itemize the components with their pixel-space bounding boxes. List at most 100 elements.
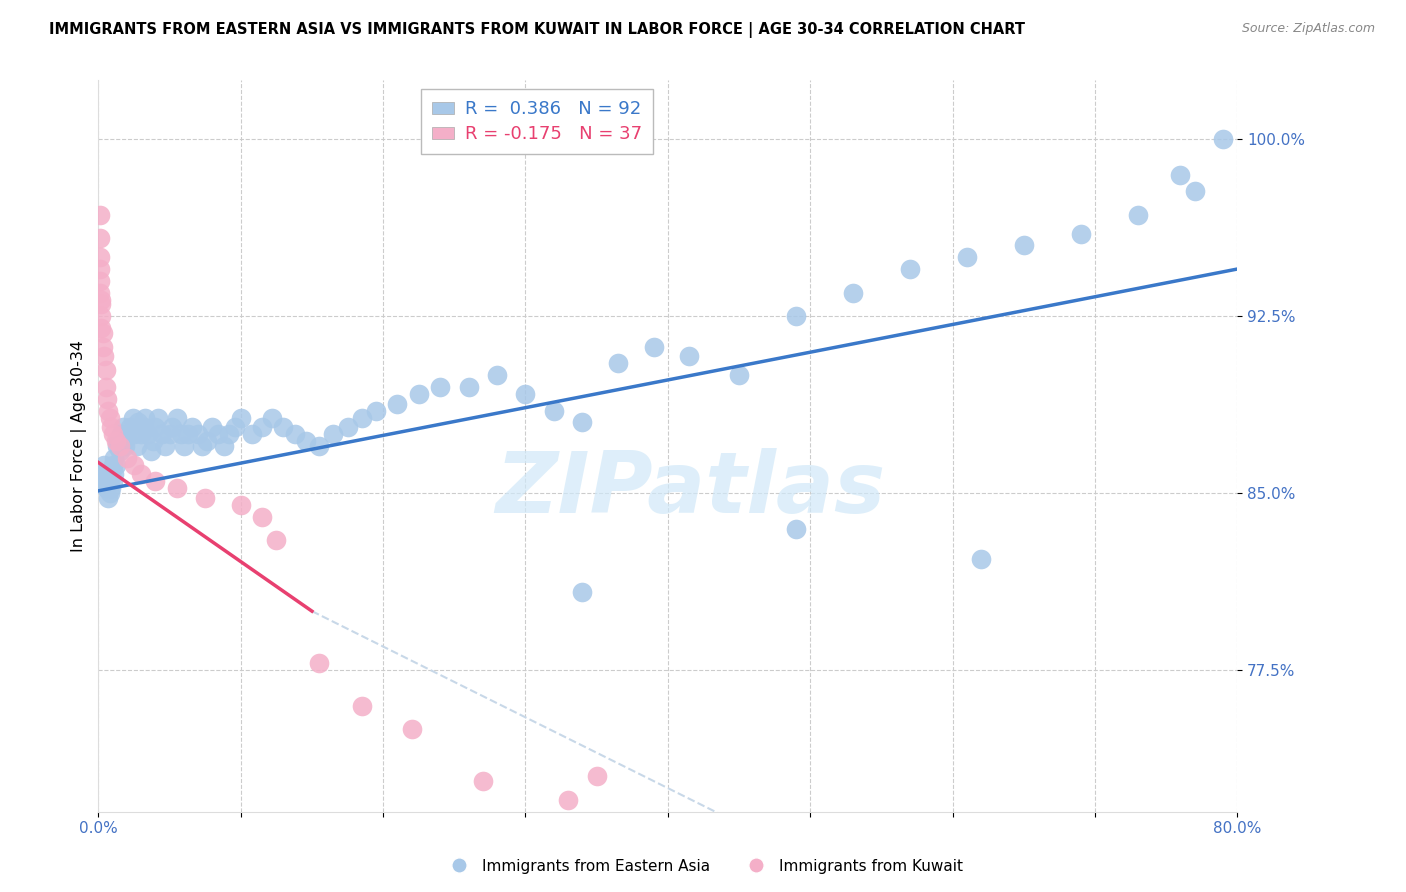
Point xyxy=(152,427,174,442)
Point xyxy=(1212,132,1234,146)
Point xyxy=(177,427,200,442)
Point xyxy=(191,439,214,453)
Point xyxy=(100,467,122,482)
Point xyxy=(350,410,373,425)
Point xyxy=(170,427,193,442)
Point xyxy=(557,793,579,807)
Point xyxy=(250,420,273,434)
Point xyxy=(100,482,122,496)
Point xyxy=(201,420,224,434)
Point xyxy=(96,392,118,406)
Point xyxy=(218,427,240,442)
Point xyxy=(97,403,120,417)
Point xyxy=(1184,184,1206,198)
Point xyxy=(105,439,128,453)
Point xyxy=(89,208,111,222)
Point xyxy=(785,522,807,536)
Point xyxy=(141,434,163,449)
Point xyxy=(308,656,330,670)
Point xyxy=(187,427,209,442)
Point xyxy=(110,427,132,442)
Point xyxy=(94,482,117,496)
Point xyxy=(284,427,307,442)
Point xyxy=(139,443,162,458)
Point xyxy=(295,434,318,449)
Point xyxy=(322,427,344,442)
Point xyxy=(90,321,112,335)
Point xyxy=(89,475,111,489)
Point xyxy=(97,475,120,489)
Point xyxy=(224,420,246,434)
Point xyxy=(408,387,430,401)
Point xyxy=(97,491,120,505)
Point xyxy=(134,410,156,425)
Point xyxy=(273,420,295,434)
Point xyxy=(90,467,112,482)
Point xyxy=(159,427,181,442)
Point xyxy=(166,482,188,496)
Point xyxy=(122,427,145,442)
Point xyxy=(643,340,665,354)
Point xyxy=(1126,208,1149,222)
Point xyxy=(121,410,143,425)
Point xyxy=(145,475,167,489)
Point xyxy=(515,387,537,401)
Point xyxy=(336,420,359,434)
Point xyxy=(262,410,284,425)
Point xyxy=(145,420,167,434)
Point xyxy=(350,698,373,713)
Point xyxy=(90,310,112,324)
Point xyxy=(250,509,273,524)
Point xyxy=(173,439,195,453)
Point xyxy=(103,450,125,465)
Point xyxy=(401,722,423,736)
Point xyxy=(98,486,121,500)
Point xyxy=(898,262,921,277)
Point xyxy=(108,439,131,453)
Text: Source: ZipAtlas.com: Source: ZipAtlas.com xyxy=(1241,22,1375,36)
Point xyxy=(89,231,111,245)
Point xyxy=(155,439,177,453)
Point xyxy=(118,420,141,434)
Point xyxy=(101,427,124,442)
Point xyxy=(100,420,122,434)
Point xyxy=(125,439,148,453)
Point xyxy=(132,420,155,434)
Point xyxy=(108,443,131,458)
Point xyxy=(91,467,114,482)
Point xyxy=(89,262,111,277)
Text: ZIPatlas: ZIPatlas xyxy=(495,449,886,532)
Point xyxy=(129,467,152,482)
Point xyxy=(387,396,409,410)
Point xyxy=(970,552,993,566)
Point xyxy=(240,427,263,442)
Point xyxy=(266,533,288,548)
Point xyxy=(486,368,509,383)
Point xyxy=(94,380,117,394)
Point xyxy=(212,439,235,453)
Point xyxy=(195,434,218,449)
Point xyxy=(194,491,217,505)
Point xyxy=(111,420,134,434)
Point xyxy=(229,410,252,425)
Point xyxy=(90,297,112,311)
Point xyxy=(148,410,170,425)
Point xyxy=(956,250,979,264)
Point xyxy=(429,380,451,394)
Point xyxy=(104,434,127,449)
Point xyxy=(728,368,751,383)
Point xyxy=(1012,238,1035,252)
Legend: Immigrants from Eastern Asia, Immigrants from Kuwait: Immigrants from Eastern Asia, Immigrants… xyxy=(437,853,969,880)
Y-axis label: In Labor Force | Age 30-34: In Labor Force | Age 30-34 xyxy=(72,340,87,552)
Point xyxy=(842,285,865,300)
Point xyxy=(112,434,135,449)
Point xyxy=(585,769,607,783)
Point xyxy=(101,458,124,472)
Point xyxy=(162,420,184,434)
Point xyxy=(89,274,111,288)
Point xyxy=(96,467,118,482)
Point xyxy=(364,403,387,417)
Point xyxy=(166,410,188,425)
Point xyxy=(98,410,121,425)
Point xyxy=(457,380,479,394)
